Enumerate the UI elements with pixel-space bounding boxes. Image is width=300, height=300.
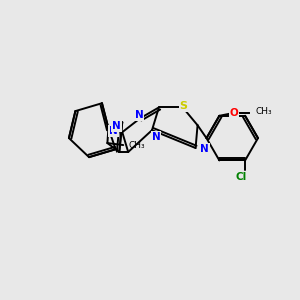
Text: N: N (112, 121, 121, 131)
Text: S: S (180, 101, 188, 111)
Text: CH₃: CH₃ (255, 107, 272, 116)
Text: N: N (152, 132, 160, 142)
Text: O: O (230, 108, 239, 118)
Text: N: N (109, 126, 118, 136)
Text: Cl: Cl (236, 172, 247, 182)
Text: N: N (135, 110, 143, 120)
Text: N: N (200, 144, 209, 154)
Text: CH₃: CH₃ (128, 140, 145, 149)
